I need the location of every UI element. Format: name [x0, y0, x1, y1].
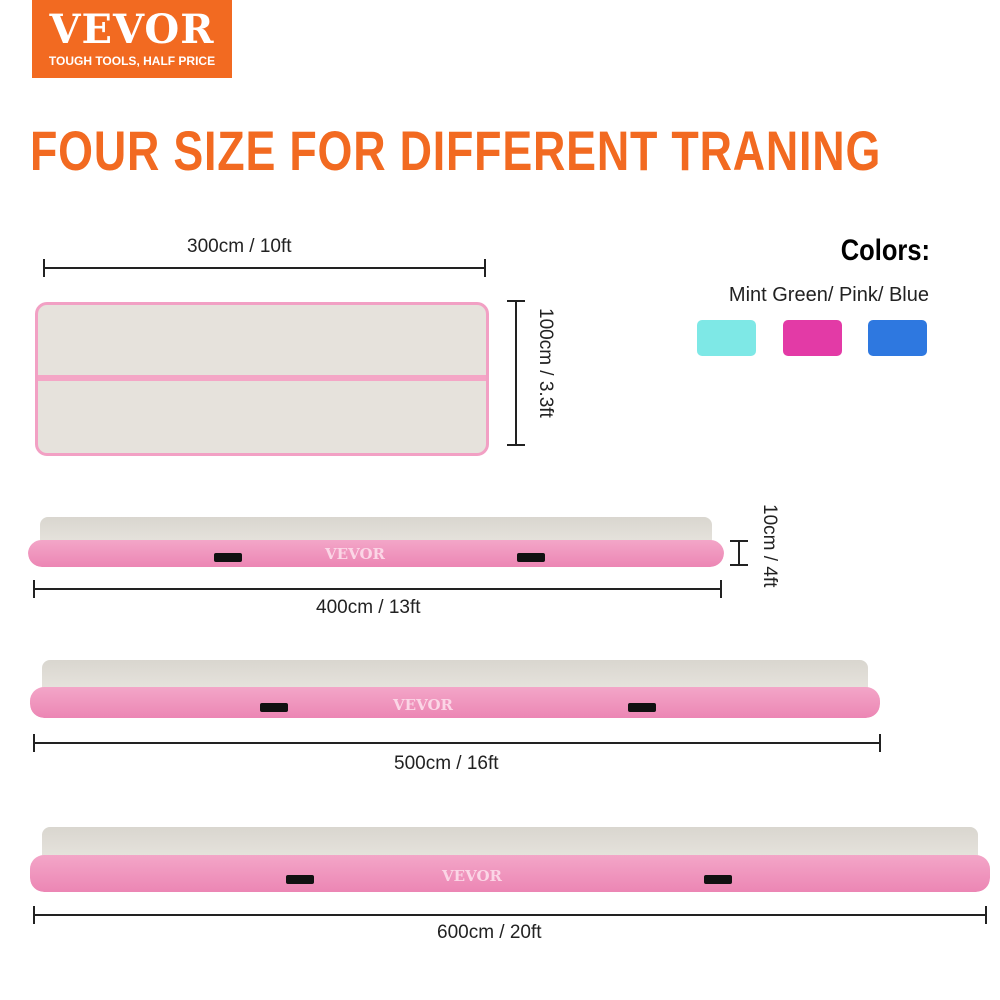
- mat-watermark: VEVOR: [393, 696, 453, 714]
- swatch-blue[interactable]: [868, 320, 927, 356]
- mat-badge: [704, 875, 732, 884]
- top-view-mat: [35, 302, 489, 456]
- mat-badge: [214, 553, 242, 562]
- mat-600-dimension-line: [33, 906, 987, 924]
- page-title: FOUR SIZE FOR DIFFERENT TRANING: [30, 119, 882, 182]
- colors-names: Mint Green/ Pink/ Blue: [728, 284, 929, 306]
- mat-400: VEVOR: [28, 517, 724, 567]
- logo-tagline: TOUGH TOOLS, HALF PRICE: [48, 54, 216, 68]
- mat-watermark: VEVOR: [325, 545, 385, 563]
- swatch-pink[interactable]: [783, 320, 842, 356]
- mat-badge: [286, 875, 314, 884]
- mat-badge: [260, 703, 288, 712]
- mat-400-dimension-line: [33, 580, 722, 598]
- mat-500: VEVOR: [30, 660, 880, 718]
- top-width-dimension-line: [43, 259, 486, 277]
- mat-badge: [628, 703, 656, 712]
- mat-600: VEVOR: [30, 827, 990, 892]
- top-depth-label: 100cm / 3.3ft: [535, 308, 556, 418]
- mat-watermark: VEVOR: [442, 867, 502, 885]
- mat-600-label: 600cm / 20ft: [437, 922, 542, 943]
- top-width-label: 300cm / 10ft: [187, 236, 292, 257]
- colors-heading: Colors:: [840, 234, 930, 267]
- swatch-mint-green[interactable]: [697, 320, 756, 356]
- logo-brand: VEVOR: [49, 6, 215, 53]
- height-label: 10cm / 4ft: [759, 504, 780, 588]
- vevor-logo: VEVOR TOUGH TOOLS, HALF PRICE: [32, 0, 232, 78]
- mat-400-label: 400cm / 13ft: [316, 597, 421, 618]
- height-dimension-line: [730, 540, 748, 566]
- mat-500-label: 500cm / 16ft: [394, 753, 499, 774]
- top-depth-dimension-line: [507, 300, 525, 446]
- mat-stripe: [38, 375, 486, 381]
- mat-badge: [517, 553, 545, 562]
- mat-500-dimension-line: [33, 734, 881, 752]
